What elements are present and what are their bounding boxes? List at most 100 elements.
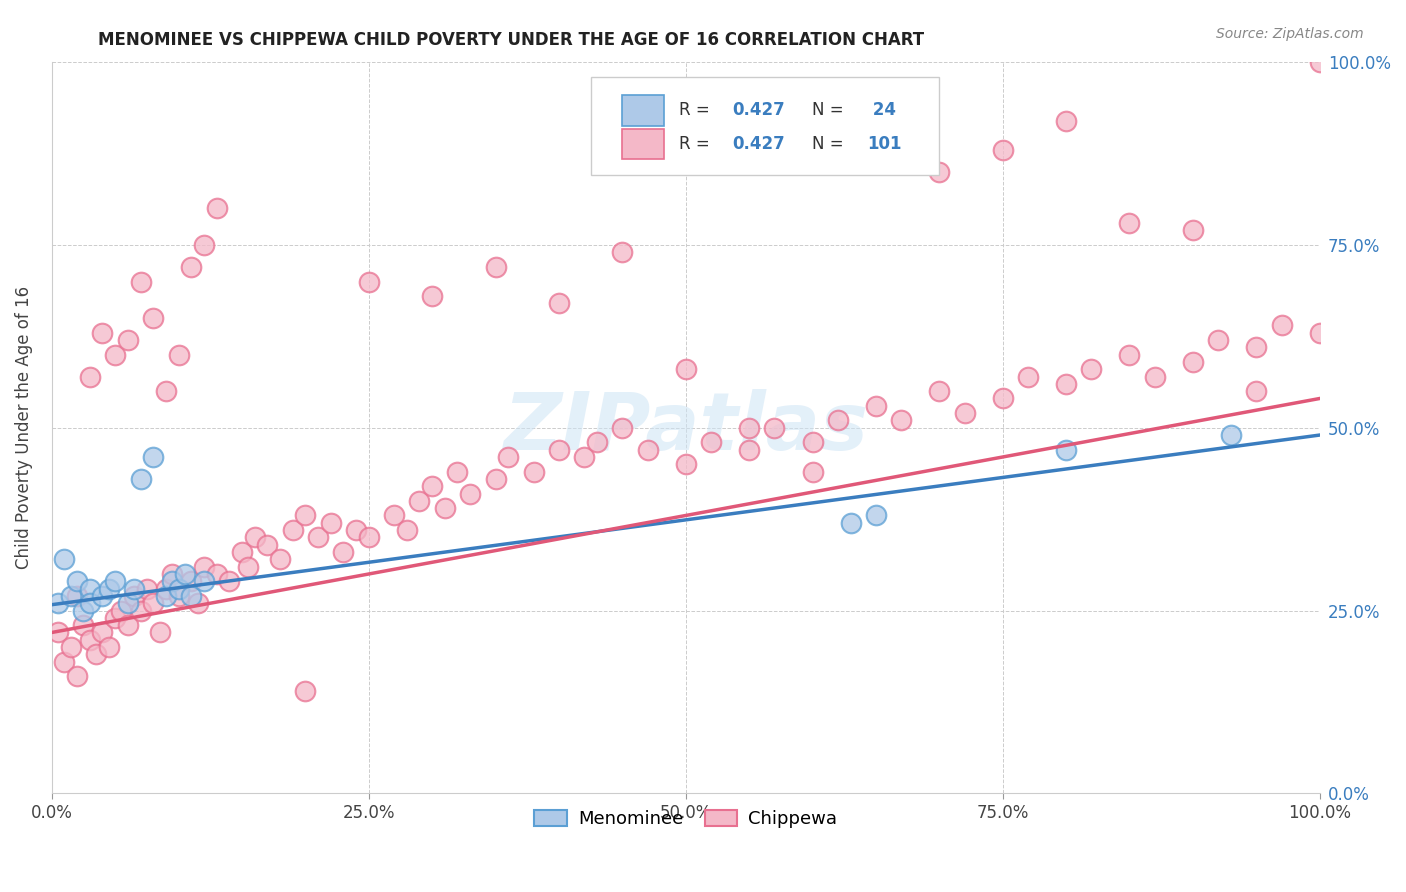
Legend: Menominee, Chippewa: Menominee, Chippewa <box>527 803 844 836</box>
Point <box>243 530 266 544</box>
Point <box>420 479 443 493</box>
Point <box>1080 362 1102 376</box>
Point <box>167 348 190 362</box>
Point <box>167 589 190 603</box>
Point <box>865 399 887 413</box>
Text: 0.427: 0.427 <box>733 135 786 153</box>
Text: ZIPatlas: ZIPatlas <box>503 389 869 467</box>
Point <box>238 559 260 574</box>
Point <box>357 275 380 289</box>
Point <box>612 421 634 435</box>
Point <box>865 508 887 523</box>
Point <box>1181 355 1204 369</box>
Point <box>187 596 209 610</box>
Point <box>1309 55 1331 70</box>
Point <box>281 523 304 537</box>
Point <box>129 472 152 486</box>
Point <box>738 442 761 457</box>
Point <box>446 465 468 479</box>
Point <box>548 442 571 457</box>
Point <box>1118 216 1140 230</box>
Text: R =: R = <box>679 102 716 120</box>
Point <box>155 582 177 596</box>
Point <box>91 326 114 340</box>
Point <box>827 413 849 427</box>
Point <box>496 450 519 464</box>
Point <box>420 289 443 303</box>
Point <box>586 435 609 450</box>
Point <box>180 589 202 603</box>
Point <box>180 574 202 589</box>
Point <box>395 523 418 537</box>
Point <box>548 296 571 310</box>
Point <box>104 348 127 362</box>
Point <box>72 603 94 617</box>
Text: N =: N = <box>813 102 849 120</box>
Point <box>91 589 114 603</box>
Point <box>801 465 824 479</box>
Point <box>612 245 634 260</box>
Point <box>890 413 912 427</box>
Point <box>1181 223 1204 237</box>
Point <box>142 311 165 326</box>
Point <box>110 603 132 617</box>
FancyBboxPatch shape <box>623 128 664 160</box>
Point <box>484 472 506 486</box>
Point <box>122 589 145 603</box>
Point <box>79 582 101 596</box>
FancyBboxPatch shape <box>591 77 939 176</box>
Point <box>294 684 316 698</box>
Point <box>218 574 240 589</box>
Point <box>839 516 862 530</box>
Point <box>59 640 82 654</box>
Point <box>307 530 329 544</box>
Point <box>79 632 101 647</box>
Point <box>1206 333 1229 347</box>
Point <box>122 582 145 596</box>
Y-axis label: Child Poverty Under the Age of 16: Child Poverty Under the Age of 16 <box>15 286 32 569</box>
Point <box>382 508 405 523</box>
Text: 0.427: 0.427 <box>733 102 786 120</box>
Point <box>129 275 152 289</box>
Point <box>269 552 291 566</box>
Point <box>117 618 139 632</box>
Point <box>104 574 127 589</box>
Point <box>294 508 316 523</box>
Point <box>104 611 127 625</box>
Point <box>637 442 659 457</box>
Point <box>79 596 101 610</box>
Point <box>46 596 69 610</box>
Point <box>1246 340 1268 354</box>
Point <box>256 538 278 552</box>
Point <box>319 516 342 530</box>
Point <box>991 143 1014 157</box>
Point <box>180 260 202 274</box>
Point <box>205 202 228 216</box>
Point <box>155 589 177 603</box>
Point <box>79 369 101 384</box>
Point <box>1246 384 1268 399</box>
Point <box>142 596 165 610</box>
Point <box>117 333 139 347</box>
Point <box>205 566 228 581</box>
Point <box>332 545 354 559</box>
Point <box>160 574 183 589</box>
Point <box>193 559 215 574</box>
Point <box>991 392 1014 406</box>
Point <box>66 589 89 603</box>
Point <box>1118 348 1140 362</box>
Point <box>193 238 215 252</box>
Point <box>142 450 165 464</box>
Point <box>72 618 94 632</box>
Point <box>522 465 544 479</box>
Point <box>193 574 215 589</box>
Point <box>738 421 761 435</box>
Point <box>801 435 824 450</box>
Point <box>46 625 69 640</box>
Point <box>53 655 76 669</box>
Point <box>160 566 183 581</box>
Text: N =: N = <box>813 135 849 153</box>
Point <box>155 384 177 399</box>
Point <box>91 625 114 640</box>
Point <box>953 406 976 420</box>
